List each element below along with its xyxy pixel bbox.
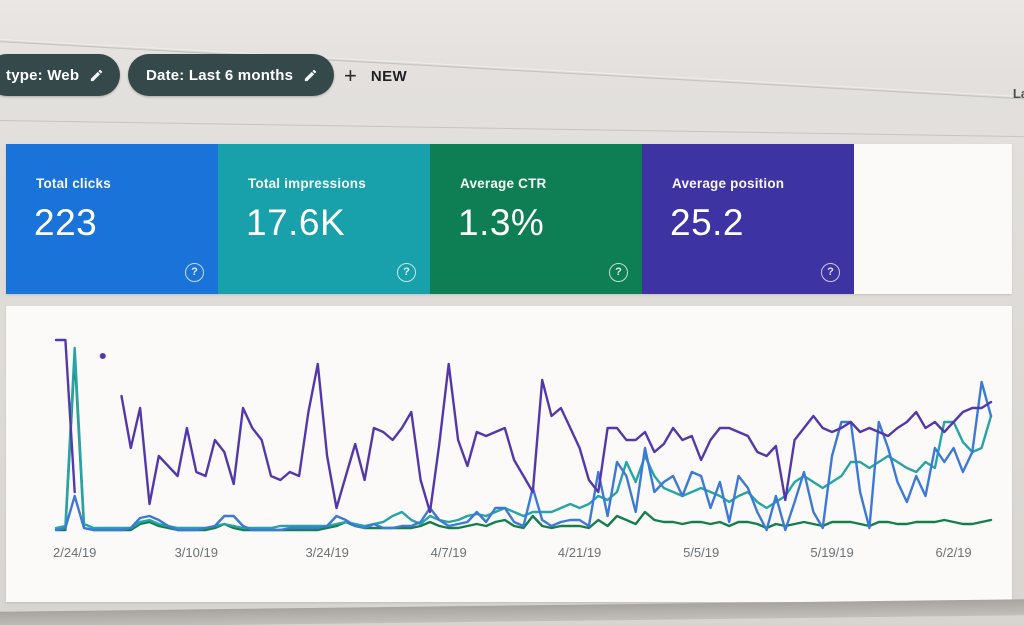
series-line-position (120, 362, 993, 514)
card-average-position[interactable]: Average position 25.2 ? (642, 144, 854, 294)
edit-pencil-icon[interactable] (89, 68, 104, 83)
help-icon[interactable]: ? (185, 263, 204, 282)
filter-chip-date-label: Date: Last 6 months (146, 66, 294, 84)
x-axis-tick-label: 2/24/19 (53, 545, 96, 560)
help-icon[interactable]: ? (397, 263, 416, 282)
card-value: 1.3% (458, 202, 545, 243)
card-label: Total clicks (36, 176, 111, 191)
edit-pencil-icon[interactable] (303, 68, 318, 83)
monitor-bottom-edge (0, 598, 1024, 625)
card-label: Average CTR (460, 176, 547, 191)
clipped-right-text: La (1012, 86, 1024, 101)
performance-chart-panel: 2/24/19 3/10/19 3/24/19 4/7/19 4/21/19 5/5/19… (6, 306, 1012, 602)
card-value: 223 (34, 202, 98, 243)
x-axis-tick-label: 5/5/19 (683, 545, 719, 560)
help-icon[interactable]: ? (821, 263, 840, 282)
filter-chip-search-type[interactable]: type: Web (0, 54, 121, 96)
help-icon[interactable]: ? (609, 263, 628, 282)
series-line-ctr (54, 354, 993, 532)
card-total-impressions[interactable]: Total impressions 17.6K ? (218, 144, 430, 294)
filter-bar: type: Web Date: Last 6 months + NEW (0, 54, 1024, 98)
performance-line-chart[interactable]: 2/24/19 3/10/19 3/24/19 4/7/19 4/21/19 5/5/19… (48, 314, 1003, 566)
new-filter-button[interactable]: + NEW (344, 60, 407, 92)
x-axis-tick-label: 5/19/19 (810, 545, 853, 560)
x-axis-tick-label: 4/21/19 (558, 545, 601, 560)
filter-chip-date-range[interactable]: Date: Last 6 months (128, 54, 335, 96)
new-filter-label: NEW (370, 67, 408, 85)
filter-chip-type-label: type: Web (6, 66, 80, 84)
series-point-position (99, 353, 106, 359)
x-axis-tick-label: 3/10/19 (175, 545, 218, 560)
card-label: Average position (672, 176, 785, 191)
metrics-cards-panel: Total clicks 223 ? Total impressions 17.… (6, 144, 1012, 294)
card-average-ctr[interactable]: Average CTR 1.3% ? (430, 144, 642, 294)
series-line-clicks (54, 380, 993, 532)
x-axis-tick-label: 4/7/19 (431, 545, 467, 560)
card-value: 17.6K (246, 202, 346, 243)
card-label: Total impressions (248, 176, 366, 191)
plus-icon: + (344, 63, 357, 88)
card-value: 25.2 (670, 202, 745, 243)
x-axis-tick-label: 6/2/19 (936, 545, 972, 560)
x-axis-tick-label: 3/24/19 (305, 545, 348, 560)
card-total-clicks[interactable]: Total clicks 223 ? (6, 144, 218, 294)
filter-bar-divider (0, 120, 1024, 138)
series-line-impressions (54, 346, 993, 530)
series-line-position (54, 338, 76, 494)
